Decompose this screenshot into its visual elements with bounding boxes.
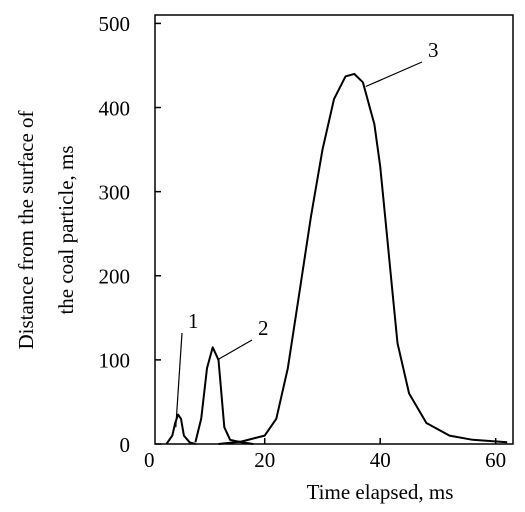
label-leader (175, 332, 183, 428)
y-tick-label: 300 (99, 180, 131, 204)
curve (165, 413, 196, 445)
y-tick-label: 200 (99, 265, 131, 289)
y-tick-label: 500 (99, 12, 131, 36)
x-axis-label: Time elapsed, ms (307, 480, 454, 504)
curve-label: 3 (428, 38, 439, 62)
curve-label: 1 (188, 309, 199, 333)
y-tick-label: 0 (120, 433, 131, 457)
curve (218, 72, 508, 445)
label-leader (365, 61, 423, 88)
x-tick-label: 60 (485, 448, 506, 472)
label-leader (217, 339, 253, 361)
y-axis-label-line: Distance from the surface of (14, 110, 38, 349)
x-tick-label: 0 (144, 448, 155, 472)
plot-frame (154, 14, 514, 445)
x-tick-label: 40 (370, 448, 391, 472)
y-tick-label: 100 (99, 349, 131, 373)
y-tick-label: 400 (99, 96, 131, 120)
curve-label: 2 (258, 316, 269, 340)
y-axis-label: Distance from the surface of the coal pa… (14, 110, 78, 349)
x-tick-label: 20 (254, 448, 275, 472)
curve (194, 346, 254, 445)
y-axis-label-line: the coal particle, ms (54, 145, 78, 314)
